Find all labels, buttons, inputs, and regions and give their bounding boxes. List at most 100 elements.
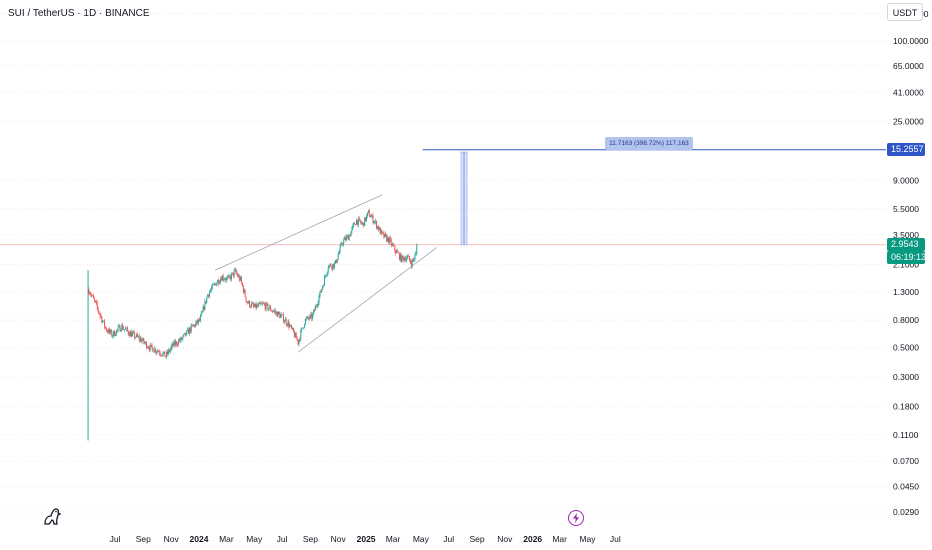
- candle-body: [117, 326, 119, 330]
- candle-body: [395, 250, 397, 254]
- candle-body: [294, 333, 296, 338]
- candle-body: [192, 325, 194, 327]
- candle-body: [398, 253, 400, 260]
- candle-body: [158, 351, 160, 354]
- candle-body: [169, 349, 171, 352]
- candle-body: [128, 333, 130, 336]
- y-tick-label: 5.5000: [893, 204, 919, 214]
- y-tick-label: 9.0000: [893, 175, 919, 185]
- candle-body: [187, 329, 189, 331]
- candle-body: [258, 303, 260, 306]
- candle-body: [189, 328, 191, 332]
- candle-body: [366, 212, 368, 216]
- candle-body: [121, 325, 123, 331]
- candle-body: [378, 227, 380, 231]
- candle-body: [277, 311, 279, 317]
- candle-body: [95, 301, 97, 303]
- candle-body: [392, 243, 394, 246]
- candle-body: [228, 275, 230, 278]
- candle-body: [90, 293, 92, 296]
- candle-body: [136, 334, 138, 337]
- candle-body: [344, 237, 346, 240]
- candle-body: [198, 319, 200, 321]
- candle-body: [171, 343, 173, 347]
- candle-body: [265, 303, 267, 310]
- candle-body: [141, 340, 143, 342]
- currency-selector[interactable]: USDT: [887, 3, 923, 21]
- y-tick-label: 0.0450: [893, 482, 919, 492]
- candle-body: [376, 221, 378, 229]
- candle-body: [124, 328, 126, 330]
- candle-body: [399, 254, 401, 260]
- candle-body: [193, 324, 195, 326]
- candle-body: [135, 334, 137, 338]
- candle-body: [244, 290, 246, 297]
- candle-body: [185, 332, 187, 336]
- candle-body: [173, 341, 175, 346]
- candle-body: [256, 304, 258, 309]
- candle-body: [355, 224, 357, 226]
- candle-body: [219, 282, 221, 284]
- x-tick-label: Mar: [219, 534, 234, 544]
- candle-body: [120, 330, 122, 332]
- candle-body: [346, 235, 348, 237]
- x-tick-label: Nov: [331, 534, 347, 544]
- trendlines: [214, 194, 438, 353]
- candle-body: [221, 275, 223, 281]
- candle-body: [293, 332, 295, 338]
- candle-body: [223, 279, 225, 281]
- candle-body: [93, 295, 95, 299]
- candle-body: [184, 332, 186, 335]
- candle-body: [300, 330, 302, 340]
- x-tick-label: May: [246, 534, 263, 544]
- candle-body: [245, 296, 247, 302]
- candle-body: [211, 284, 213, 289]
- candlestick-series: [87, 208, 418, 441]
- candle-body: [188, 329, 189, 334]
- candle-body: [203, 306, 205, 310]
- candle-body: [164, 351, 166, 357]
- lightning-event-icon[interactable]: [568, 510, 584, 526]
- candle-body: [177, 340, 179, 345]
- candle-body: [250, 306, 252, 308]
- candle-body: [348, 235, 350, 241]
- candle-body: [198, 319, 200, 323]
- y-tick-label: 0.1800: [893, 401, 919, 411]
- candle-body: [219, 278, 221, 283]
- candle-body: [183, 334, 185, 336]
- candle-body: [176, 341, 178, 345]
- candle-body: [406, 257, 408, 261]
- candle-body: [168, 349, 170, 352]
- candle-body: [342, 244, 344, 245]
- candle-body: [147, 347, 149, 349]
- candle-body: [345, 236, 347, 241]
- candle-body: [232, 272, 234, 276]
- candle-body: [386, 235, 388, 242]
- candle-body: [108, 329, 110, 333]
- candle-body: [110, 330, 112, 333]
- candle-body: [236, 272, 238, 275]
- candle-body: [282, 314, 284, 322]
- candle-body: [151, 344, 153, 348]
- candle-body: [374, 221, 376, 223]
- y-tick-label: 25.0000: [893, 116, 924, 126]
- trendline: [214, 194, 383, 271]
- y-tick-label: 65.0000: [893, 61, 924, 71]
- candle-body: [315, 306, 317, 307]
- candle-body: [261, 303, 263, 305]
- candle-body: [289, 325, 291, 328]
- candle-body: [263, 303, 265, 305]
- candle-body: [131, 333, 133, 337]
- candle-body: [241, 282, 243, 286]
- candle-body: [170, 346, 172, 350]
- candle-body: [89, 293, 91, 295]
- candle-body: [167, 351, 168, 354]
- candle-body: [222, 275, 224, 280]
- candle-body: [114, 331, 116, 336]
- candle-body: [162, 353, 164, 356]
- candle-body: [316, 305, 318, 307]
- candle-body: [288, 321, 290, 328]
- candle-body: [371, 215, 373, 217]
- candle-body: [96, 302, 98, 308]
